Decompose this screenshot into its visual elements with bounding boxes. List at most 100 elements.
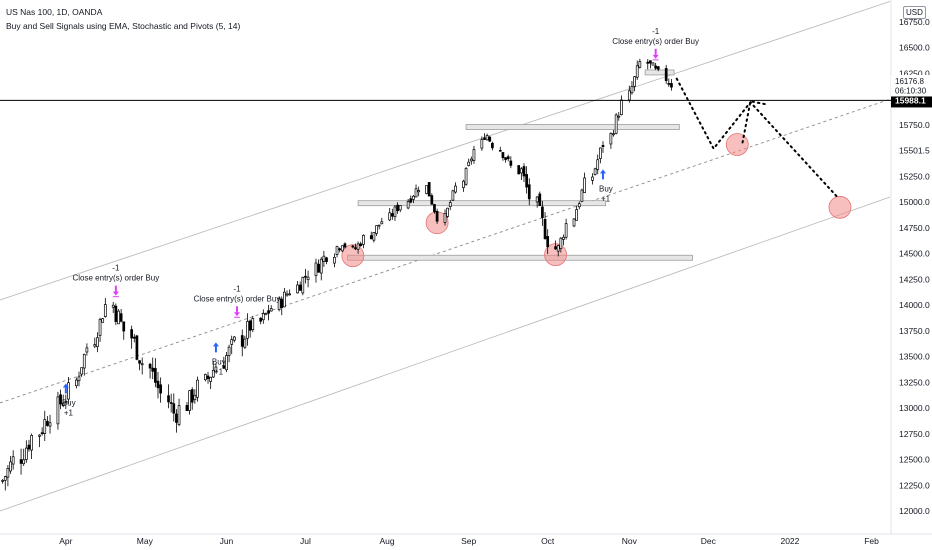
buy-label: Buy <box>212 357 226 366</box>
candle-body <box>651 62 655 66</box>
candle-body <box>388 212 392 221</box>
buy-arrow-icon <box>62 383 69 394</box>
candle-body <box>538 193 542 206</box>
candle-body <box>504 157 507 160</box>
y-tick-label: 14000.0 <box>899 300 930 310</box>
y-tick-label: 13750.0 <box>899 326 930 336</box>
buy-qty-label: +1 <box>64 409 74 418</box>
candle-body <box>64 400 68 403</box>
candle-body <box>204 374 207 381</box>
candle-body <box>135 335 139 360</box>
price-tag-label: 16176.8 <box>895 77 924 86</box>
zone-box <box>347 254 693 261</box>
x-tick-label: Nov <box>622 536 638 546</box>
candle-body <box>554 246 557 250</box>
candle-body <box>435 211 439 222</box>
candle-body <box>103 304 107 317</box>
candle-body <box>409 198 413 203</box>
candle-body <box>19 459 23 464</box>
candle-body <box>485 135 489 141</box>
zone-box <box>357 200 607 207</box>
price-tag-bg <box>891 84 932 97</box>
highlight-circle <box>725 133 749 156</box>
price-tag-bg <box>891 75 932 88</box>
y-tick-label: 16250.0 <box>899 68 930 78</box>
candle-body <box>506 156 510 160</box>
sell-arrow-icon <box>652 48 659 59</box>
candle-body <box>646 61 650 64</box>
candle-body <box>667 83 671 85</box>
candle-body <box>638 61 642 68</box>
currency-label[interactable]: USD <box>903 6 926 19</box>
y-tick-label: 12750.0 <box>899 429 930 439</box>
candle-body <box>240 335 244 347</box>
candle-body <box>24 447 28 460</box>
candle-body <box>119 313 123 322</box>
candle-body <box>283 291 286 308</box>
highlight-circles <box>341 133 852 268</box>
y-tick-label: 15250.0 <box>899 171 930 181</box>
candle-body <box>1 479 4 482</box>
candle-body <box>296 284 299 294</box>
x-tick-label: Apr <box>59 536 72 546</box>
candle-body <box>469 158 473 162</box>
candle-body <box>654 65 658 69</box>
candle-body <box>156 380 160 389</box>
candle-body <box>375 225 378 234</box>
candle-body <box>377 224 381 227</box>
candle-body <box>491 142 494 149</box>
x-tick-label: 2022 <box>780 536 799 546</box>
candle-body <box>3 476 7 481</box>
candle-body <box>322 255 326 262</box>
candle-body <box>285 293 289 296</box>
candle-body <box>251 318 255 330</box>
projection-path-1 <box>675 77 839 199</box>
sell-qty-label: -1 <box>233 284 241 293</box>
candle-body <box>593 168 597 175</box>
candle-body <box>480 139 484 149</box>
candle-body <box>575 209 579 221</box>
candle-body <box>572 218 576 227</box>
candle-body <box>56 396 60 425</box>
candle-body <box>498 149 502 152</box>
candle-body <box>148 363 152 369</box>
candle-body <box>288 293 291 296</box>
candle-body <box>169 402 173 404</box>
candles <box>1 58 673 491</box>
sell-qty-label: -1 <box>112 264 120 273</box>
candle-body <box>580 189 584 202</box>
candle-body <box>562 236 565 240</box>
candle-body <box>664 68 668 81</box>
y-tick-label: 15000.0 <box>899 197 930 207</box>
candle-body <box>122 321 126 332</box>
candle-body <box>443 213 447 223</box>
trend-channel <box>0 0 891 512</box>
candle-body <box>77 376 81 382</box>
candle-body <box>85 347 89 353</box>
candle-body <box>98 319 102 336</box>
candle-body <box>317 263 320 273</box>
candle-body <box>559 237 563 249</box>
y-tick-label: 13250.0 <box>899 377 930 387</box>
sell-label: Close entry(s) order Buy <box>73 274 160 283</box>
sell-qty-label: -1 <box>652 27 660 36</box>
candle-body <box>398 205 402 211</box>
candle-body <box>430 195 434 205</box>
sell-label: Close entry(s) order Buy <box>612 37 699 46</box>
buy-label: Buy <box>599 184 613 193</box>
candle-body <box>446 207 449 217</box>
candle-body <box>301 276 305 294</box>
candle-body <box>222 365 226 369</box>
buy-arrow-icon <box>212 342 219 353</box>
candle-body <box>630 86 634 94</box>
candle-body <box>425 185 428 194</box>
sell-arrow-icon <box>233 306 240 317</box>
x-tick-label: Dec <box>701 536 717 546</box>
candle-body <box>340 245 344 252</box>
candle-body <box>61 402 65 406</box>
candle-body <box>154 368 157 383</box>
candle-body <box>206 375 210 379</box>
candle-body <box>269 308 273 312</box>
candle-body <box>627 90 631 101</box>
